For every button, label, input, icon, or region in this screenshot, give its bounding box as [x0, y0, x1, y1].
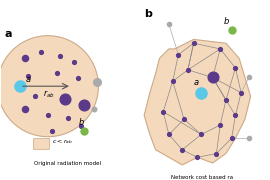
Text: a: a: [4, 29, 12, 39]
Text: $c < r_{ab}$: $c < r_{ab}$: [52, 138, 73, 147]
Text: b: b: [144, 9, 152, 19]
Text: a: a: [194, 78, 199, 87]
PathPatch shape: [144, 39, 251, 165]
FancyBboxPatch shape: [33, 138, 49, 149]
Text: b: b: [224, 17, 230, 26]
Text: b: b: [79, 118, 84, 127]
Circle shape: [0, 36, 99, 137]
Text: a: a: [25, 75, 31, 84]
Text: $r_{ab}$: $r_{ab}$: [43, 89, 54, 100]
Text: Network cost based ra: Network cost based ra: [171, 175, 233, 180]
Text: Original radiation model: Original radiation model: [34, 161, 101, 166]
